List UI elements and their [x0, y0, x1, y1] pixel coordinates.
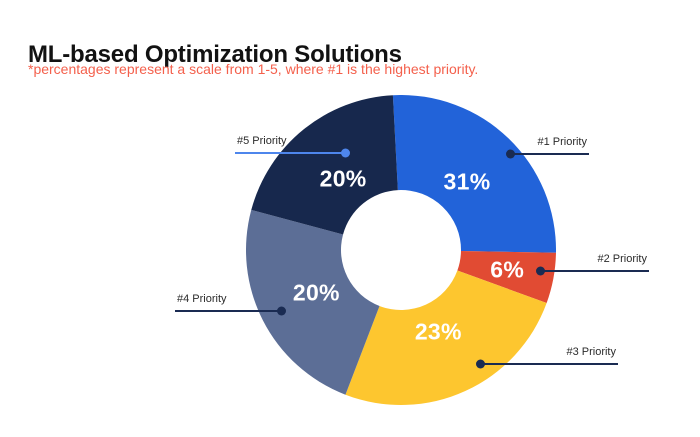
- percent-label-4: 20%: [292, 279, 340, 306]
- callout-priority-5: #5 Priority: [235, 135, 350, 158]
- donut-svg: [246, 95, 556, 405]
- callout-dot-icon: [506, 149, 515, 159]
- chart-footnote: *percentages represent a scale from 1-5,…: [28, 61, 479, 77]
- callout-priority-2: #2 Priority: [536, 253, 649, 276]
- callout-line-priority-3: [476, 359, 618, 369]
- pie-segment-5: [251, 95, 398, 235]
- callout-label-priority-4: #4 Priority: [177, 293, 227, 305]
- pie-segment-4: [246, 209, 380, 395]
- callout-line-priority-2: [536, 266, 649, 276]
- callout-dot-icon: [476, 359, 485, 369]
- percent-label-2: 6%: [490, 256, 525, 283]
- callout-priority-3: #3 Priority: [476, 346, 618, 369]
- callout-priority-1: #1 Priority: [506, 136, 589, 159]
- callout-label-priority-1: #1 Priority: [537, 136, 587, 148]
- pie-segment-3: [345, 270, 547, 405]
- callout-label-priority-3: #3 Priority: [566, 346, 616, 358]
- callout-line-priority-5: [235, 148, 350, 158]
- callout-line-priority-1: [506, 149, 589, 159]
- percent-label-1: 31%: [443, 168, 491, 195]
- callout-label-priority-5: #5 Priority: [237, 135, 287, 147]
- percent-label-5: 20%: [319, 165, 367, 191]
- pie-segment-1: [392, 95, 556, 253]
- callout-label-priority-2: #2 Priority: [597, 253, 647, 265]
- callout-dot-icon: [277, 306, 286, 316]
- donut-chart: 31% 6% 23% 20% 20%: [246, 95, 556, 405]
- callout-dot-icon: [341, 148, 350, 158]
- callout-line-priority-4: [175, 306, 286, 316]
- callout-dot-icon: [536, 266, 545, 276]
- callout-priority-4: #4 Priority: [175, 293, 286, 316]
- percent-label-3: 23%: [414, 318, 462, 345]
- pie-segment-2: [457, 251, 556, 304]
- page-title: ML-based Optimization Solutions: [28, 41, 402, 69]
